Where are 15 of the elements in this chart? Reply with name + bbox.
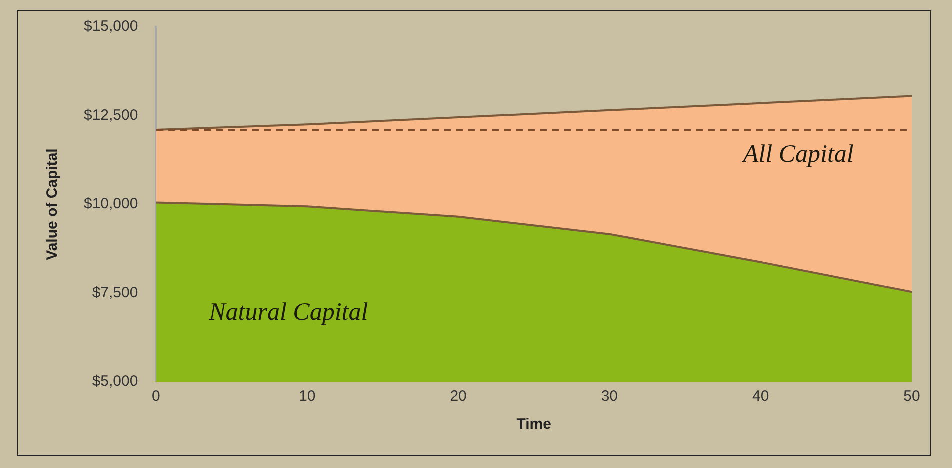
series-label: Natural Capital [208,299,368,326]
y-axis-title: Value of Capital [44,148,62,260]
x-tick-label: 30 [601,388,618,406]
x-tick-label: 40 [752,388,770,406]
y-tick-label: $7,500 [92,284,138,302]
series-label: All Capital [741,140,854,168]
y-tick-label: $12,500 [84,106,138,124]
x-tick-label: 50 [904,388,920,406]
x-tick-label: 20 [450,388,467,406]
y-tick-label: $10,000 [84,196,138,213]
x-tick-label: 10 [299,388,316,406]
x-axis-title: Time [516,416,552,434]
y-tick-label: $5,000 [92,373,138,390]
x-tick-label: 0 [152,388,160,406]
y-tick-label: $15,000 [84,18,138,36]
